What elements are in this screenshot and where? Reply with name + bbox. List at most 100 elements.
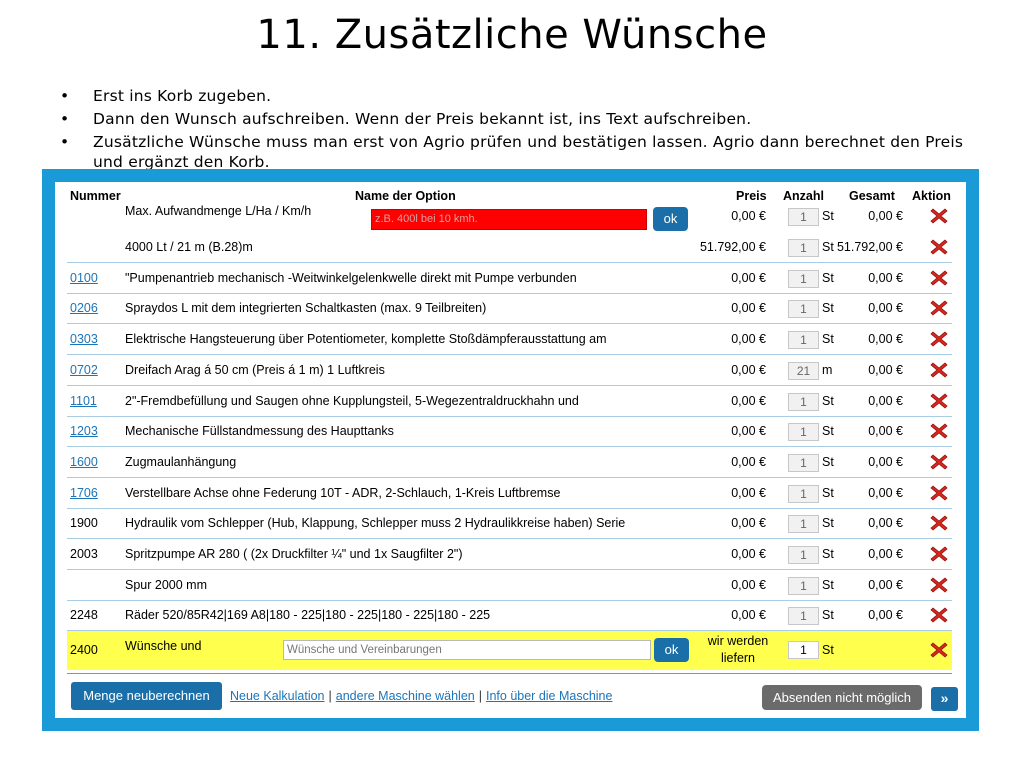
- quantity-unit: St: [822, 332, 834, 346]
- quantity-input[interactable]: 1: [788, 577, 819, 595]
- option-number[interactable]: 1101: [70, 394, 97, 408]
- quantity-unit: St: [822, 578, 834, 592]
- table-row: 1101 2"-Fremdbefüllung und Saugen ohne Ku…: [67, 386, 952, 417]
- delete-x-icon[interactable]: [929, 329, 949, 349]
- delivery-note: wir werden liefern: [707, 634, 769, 665]
- option-name: Spur 2000 mm: [125, 578, 207, 592]
- option-name: Räder 520/85R42|169 A8|180 - 225|180 - 2…: [125, 608, 491, 622]
- option-name: Dreifach Arag á 50 cm (Preis á 1 m) 1 Lu…: [125, 363, 385, 377]
- quantity-input[interactable]: 21: [788, 362, 819, 380]
- table-row: 0303 Elektrische Hangsteuerung über Poten…: [67, 324, 952, 355]
- delete-x-icon[interactable]: [929, 513, 949, 533]
- option-total: 0,00 €: [868, 516, 903, 530]
- option-number[interactable]: 1706: [70, 486, 98, 500]
- quantity-unit: St: [822, 608, 834, 622]
- aufwandmenge-input[interactable]: z.B. 400l bei 10 kmh.: [371, 209, 647, 230]
- option-number[interactable]: 0702: [70, 363, 98, 377]
- delete-x-icon[interactable]: [929, 483, 949, 503]
- table-row: 1706 Verstellbare Achse ohne Federung 10T…: [67, 478, 952, 509]
- delete-x-icon[interactable]: [929, 452, 949, 472]
- option-number[interactable]: 1203: [70, 424, 98, 438]
- quantity-unit: St: [822, 209, 834, 223]
- option-total: 0,00 €: [868, 209, 903, 223]
- delete-x-icon[interactable]: [929, 268, 949, 288]
- option-price: 0,00 €: [731, 363, 766, 377]
- option-name: Hydraulik vom Schlepper (Hub, Klappung, …: [125, 516, 626, 530]
- quantity-input[interactable]: 1: [788, 515, 819, 533]
- quantity-input[interactable]: 1: [788, 607, 819, 625]
- quantity-input[interactable]: 1: [788, 546, 819, 564]
- bullet-item: • Zusätzliche Wünsche muss man erst von A…: [60, 133, 964, 171]
- option-name: Mechanische Füllstandmessung des Hauptta…: [125, 424, 394, 438]
- option-number: 2003: [70, 547, 98, 561]
- quantity-input[interactable]: 1: [788, 331, 819, 349]
- delete-x-icon[interactable]: [929, 206, 949, 226]
- link-separator: |: [478, 689, 482, 703]
- table-row: 2248 Räder 520/85R42|169 A8|180 - 225|180…: [67, 600, 952, 631]
- table-row: 1900 Hydraulik vom Schlepper (Hub, Klappu…: [67, 508, 952, 539]
- header-total: Gesamt: [849, 189, 895, 203]
- table-row: 0100 "Pumpenantrieb mechanisch -Weitwinke…: [67, 263, 952, 294]
- ok-button-wishes[interactable]: ok: [654, 638, 689, 662]
- delete-x-icon[interactable]: [929, 391, 949, 411]
- wish-quantity-input[interactable]: 1: [788, 641, 819, 659]
- option-total: 0,00 €: [868, 608, 903, 622]
- bullet-dot: •: [60, 133, 70, 151]
- option-price: 0,00 €: [731, 608, 766, 622]
- link-separator: |: [328, 689, 332, 703]
- quantity-input[interactable]: 1: [788, 393, 819, 411]
- quantity-unit: St: [822, 240, 834, 254]
- quantity-unit: St: [822, 486, 834, 500]
- next-button[interactable]: »: [931, 687, 958, 711]
- option-price: 0,00 €: [731, 486, 766, 500]
- option-number[interactable]: 0206: [70, 301, 98, 315]
- delete-x-icon[interactable]: [929, 575, 949, 595]
- delete-x-icon[interactable]: [929, 640, 949, 660]
- bullet-dot: •: [60, 110, 70, 128]
- delete-x-icon[interactable]: [929, 360, 949, 380]
- quantity-input[interactable]: 1: [788, 423, 819, 441]
- quantity-input[interactable]: 1: [788, 208, 819, 226]
- option-total: 51.792,00 €: [836, 240, 903, 254]
- table-row: 0702 Dreifach Arag á 50 cm (Preis á 1 m) …: [67, 355, 952, 386]
- table-row: 4000 Lt / 21 m (B.28)m 51.792,00 €1 St 51.7…: [67, 232, 952, 263]
- option-name: 2"-Fremdbefüllung und Saugen ohne Kupplu…: [125, 394, 579, 408]
- quantity-input[interactable]: 1: [788, 270, 819, 288]
- quantity-input[interactable]: 1: [788, 485, 819, 503]
- header-action: Aktion: [912, 189, 951, 203]
- table-row: 1600 Zugmaulanhängung 0,00 € 1 St 0,00 €: [67, 447, 952, 478]
- ok-button-aufwandmenge[interactable]: ok: [653, 207, 688, 231]
- option-number[interactable]: 0100: [70, 271, 98, 285]
- quantity-unit: St: [822, 301, 834, 315]
- option-price: 0,00 €: [731, 424, 766, 438]
- option-total: 0,00 €: [868, 486, 903, 500]
- option-name: Zugmaulanhängung: [125, 455, 237, 469]
- new-calculation-link[interactable]: Neue Kalkulation: [230, 689, 325, 703]
- quantity-input[interactable]: 1: [788, 300, 819, 318]
- option-number[interactable]: 0303: [70, 332, 98, 346]
- wishes-input[interactable]: Wünsche und Vereinbarungen: [283, 640, 651, 660]
- wish-row: 2400 Wünsche und Wünsche und Vereinbarun…: [67, 631, 952, 670]
- quantity-unit: St: [822, 547, 834, 561]
- option-total: 0,00 €: [868, 547, 903, 561]
- options-basket-panel: Nummer Name der Option Preis Anzahl Gesa…: [55, 182, 966, 718]
- option-price: 0,00 €: [731, 209, 766, 223]
- delete-x-icon[interactable]: [929, 298, 949, 318]
- quantity-input[interactable]: 1: [788, 239, 819, 257]
- delete-x-icon[interactable]: [929, 421, 949, 441]
- table-row: 1203 Mechanische Füllstandmessung des Hau…: [67, 416, 952, 447]
- option-number[interactable]: 1600: [70, 455, 98, 469]
- option-price: 0,00 €: [731, 271, 766, 285]
- option-name: Spritzpumpe AR 280 ( (2x Druckfilter ¼" …: [125, 547, 463, 561]
- table-row: 0206 Spraydos L mit dem integrierten Scha…: [67, 293, 952, 324]
- choose-other-machine-link[interactable]: andere Maschine wählen: [335, 689, 475, 703]
- delete-x-icon[interactable]: [929, 544, 949, 564]
- delete-x-icon[interactable]: [929, 237, 949, 257]
- option-name: Elektrische Hangsteuerung über Potentiom…: [125, 332, 607, 346]
- option-price: 0,00 €: [731, 578, 766, 592]
- machine-info-link[interactable]: Info über die Maschine: [486, 689, 613, 703]
- delete-x-icon[interactable]: [929, 605, 949, 625]
- send-button[interactable]: Absenden nicht möglich: [762, 685, 922, 710]
- quantity-input[interactable]: 1: [788, 454, 819, 472]
- recalculate-button[interactable]: Menge neuberechnen: [71, 682, 222, 710]
